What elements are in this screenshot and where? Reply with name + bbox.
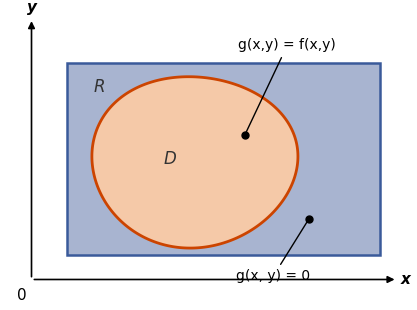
Text: g(x, y) = 0: g(x, y) = 0 [236, 222, 310, 283]
Text: x: x [401, 272, 411, 287]
Polygon shape [92, 77, 298, 248]
Text: y: y [27, 0, 37, 15]
Text: D: D [163, 150, 176, 168]
Text: R: R [93, 78, 105, 96]
Text: g(x,y) = f(x,y): g(x,y) = f(x,y) [239, 38, 336, 133]
Bar [67, 63, 379, 255]
Text: 0: 0 [17, 289, 26, 303]
